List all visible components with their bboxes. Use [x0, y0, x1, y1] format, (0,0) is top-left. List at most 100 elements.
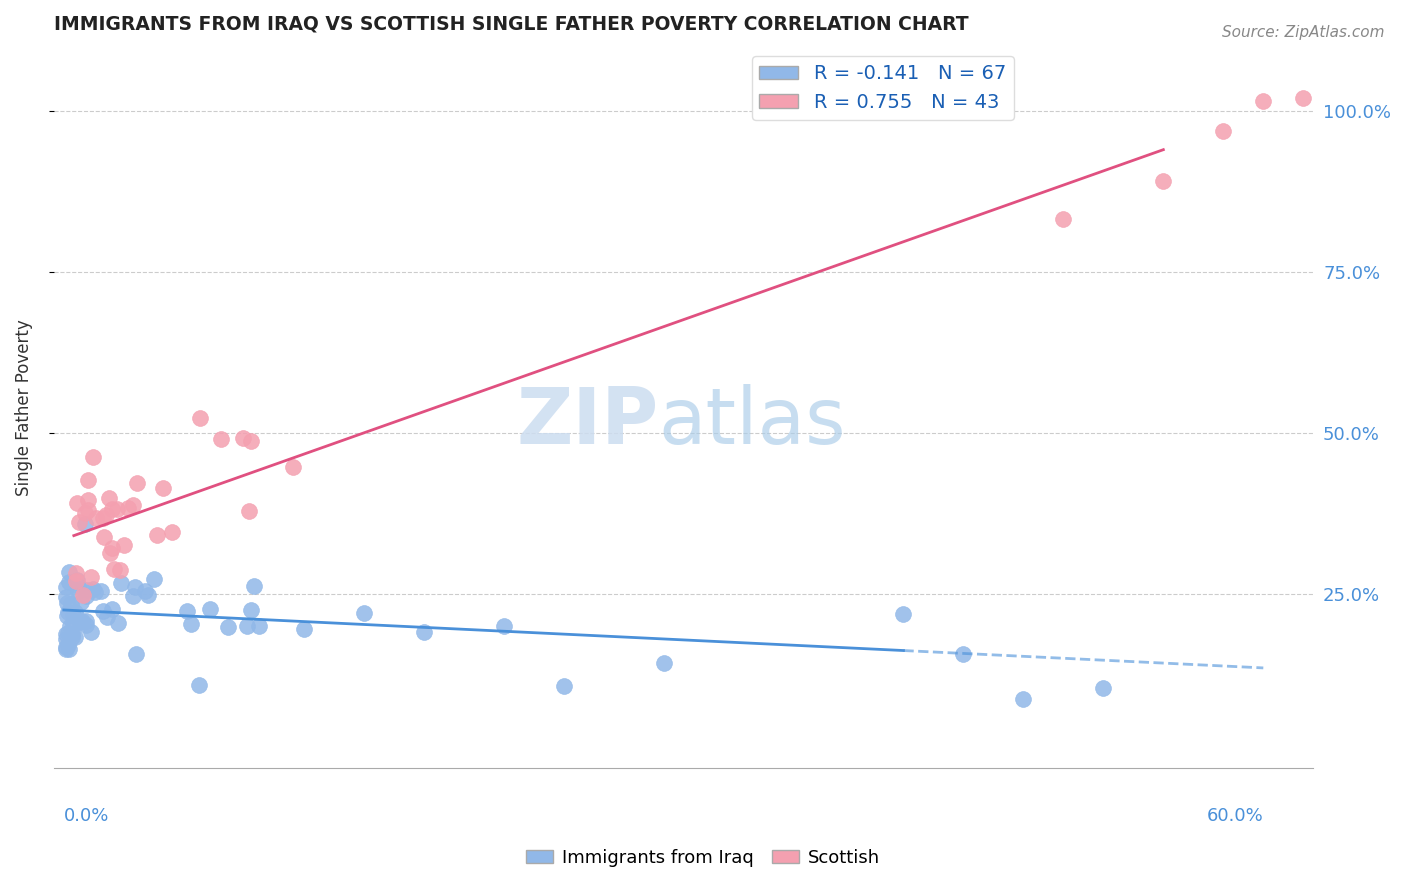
- Point: [240, 603, 263, 617]
- Point: [55, 627, 77, 641]
- Point: [122, 498, 145, 512]
- Point: [103, 562, 125, 576]
- Point: [107, 501, 129, 516]
- Point: [1253, 94, 1275, 108]
- Point: [82, 450, 104, 464]
- Point: [162, 525, 184, 540]
- Point: [292, 622, 315, 636]
- Point: [76, 582, 98, 597]
- Point: [100, 501, 122, 516]
- Point: [110, 576, 132, 591]
- Point: [73, 507, 96, 521]
- Point: [209, 432, 232, 446]
- Point: [90, 584, 112, 599]
- Point: [107, 615, 129, 630]
- Point: [412, 624, 434, 639]
- Point: [1212, 124, 1234, 138]
- Point: [93, 530, 115, 544]
- Point: [180, 617, 202, 632]
- Point: [93, 604, 115, 618]
- Text: atlas: atlas: [658, 384, 846, 459]
- Point: [217, 620, 239, 634]
- Point: [55, 632, 77, 647]
- Point: [247, 619, 270, 633]
- Point: [62, 617, 84, 632]
- Point: [80, 624, 103, 639]
- Point: [62, 607, 84, 622]
- Point: [77, 493, 100, 508]
- Point: [240, 434, 263, 448]
- Point: [58, 642, 80, 657]
- Point: [100, 546, 122, 560]
- Point: [94, 508, 117, 523]
- Point: [56, 595, 79, 609]
- Point: [75, 589, 97, 603]
- Point: [60, 630, 83, 644]
- Point: [112, 539, 135, 553]
- Point: [58, 565, 80, 579]
- Point: [952, 647, 974, 661]
- Point: [117, 500, 139, 515]
- Point: [56, 608, 79, 623]
- Point: [652, 657, 675, 671]
- Point: [67, 579, 90, 593]
- Point: [66, 496, 89, 510]
- Point: [75, 615, 97, 629]
- Point: [1353, 91, 1375, 105]
- Point: [136, 588, 159, 602]
- Point: [70, 595, 93, 609]
- Legend: Immigrants from Iraq, Scottish: Immigrants from Iraq, Scottish: [519, 842, 887, 874]
- Point: [72, 588, 94, 602]
- Point: [82, 582, 104, 596]
- Point: [63, 606, 86, 620]
- Point: [58, 574, 80, 589]
- Point: [124, 580, 146, 594]
- Point: [188, 410, 211, 425]
- Point: [79, 570, 101, 584]
- Point: [125, 475, 148, 490]
- Point: [84, 584, 107, 599]
- Point: [58, 605, 80, 619]
- Point: [55, 641, 77, 656]
- Point: [65, 574, 87, 588]
- Point: [1092, 681, 1115, 695]
- Point: [91, 511, 114, 525]
- Point: [281, 460, 304, 475]
- Point: [58, 619, 80, 633]
- Point: [142, 572, 165, 586]
- Point: [152, 481, 174, 495]
- Point: [75, 618, 97, 632]
- Point: [553, 679, 575, 693]
- Point: [77, 473, 100, 487]
- Point: [134, 583, 156, 598]
- Point: [353, 606, 375, 620]
- Point: [101, 602, 124, 616]
- Point: [198, 602, 221, 616]
- Point: [236, 619, 259, 633]
- Point: [84, 511, 107, 525]
- Text: IMMIGRANTS FROM IRAQ VS SCOTTISH SINGLE FATHER POVERTY CORRELATION CHART: IMMIGRANTS FROM IRAQ VS SCOTTISH SINGLE …: [53, 15, 969, 34]
- Point: [1292, 91, 1315, 105]
- Point: [492, 618, 515, 632]
- Point: [232, 431, 254, 445]
- Y-axis label: Single Father Poverty: Single Father Poverty: [15, 318, 32, 496]
- Point: [125, 647, 148, 661]
- Point: [75, 517, 97, 532]
- Text: 60.0%: 60.0%: [1206, 807, 1264, 825]
- Point: [66, 574, 89, 588]
- Point: [77, 503, 100, 517]
- Point: [55, 640, 77, 654]
- Point: [98, 491, 121, 505]
- Point: [146, 528, 169, 542]
- Text: ZIP: ZIP: [516, 384, 658, 459]
- Point: [55, 590, 77, 604]
- Point: [66, 584, 89, 599]
- Legend: R = -0.141   N = 67, R = 0.755   N = 43: R = -0.141 N = 67, R = 0.755 N = 43: [752, 56, 1014, 120]
- Point: [1012, 692, 1035, 706]
- Point: [122, 589, 145, 603]
- Point: [56, 638, 79, 652]
- Point: [63, 630, 86, 644]
- Point: [67, 516, 90, 530]
- Point: [243, 579, 266, 593]
- Point: [1152, 174, 1174, 188]
